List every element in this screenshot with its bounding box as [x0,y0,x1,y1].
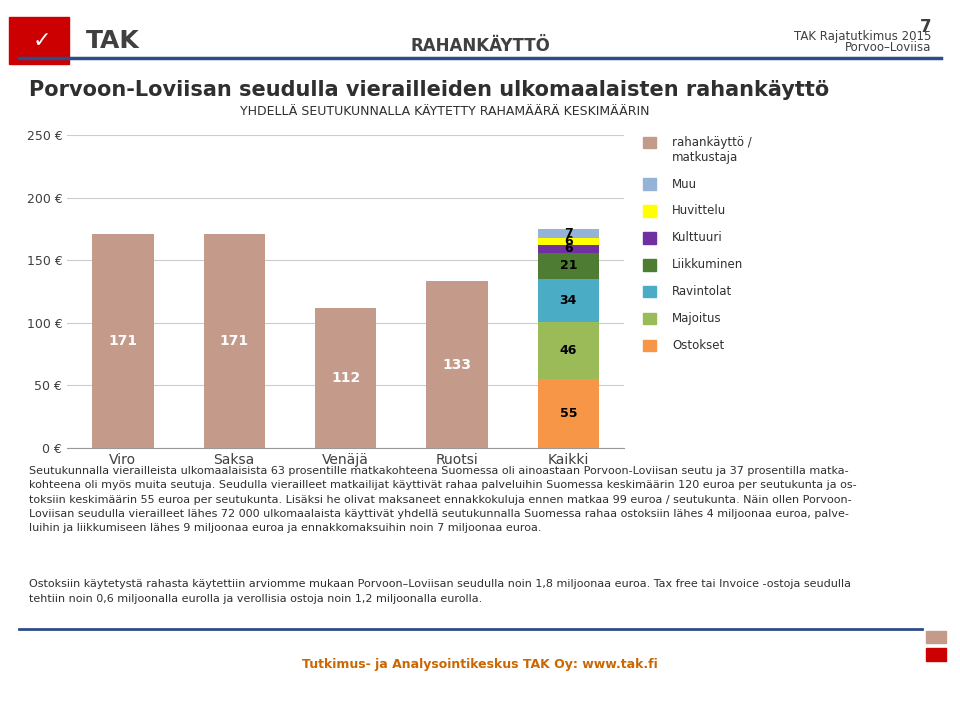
Text: 55: 55 [560,407,577,420]
Text: 6: 6 [564,242,572,255]
Text: 7: 7 [920,18,931,36]
Text: 171: 171 [108,334,137,348]
Text: 7: 7 [564,227,573,240]
Text: 133: 133 [443,358,471,372]
Text: Porvoon-Loviisan seudulla vierailleiden ulkomaalaisten rahankäyttö: Porvoon-Loviisan seudulla vierailleiden … [29,80,829,100]
Text: 6: 6 [564,235,572,248]
Text: Liikkuminen: Liikkuminen [672,258,744,271]
Bar [538,229,599,237]
Bar [538,321,599,379]
Text: rahankäyttö /: rahankäyttö / [672,136,752,149]
Text: 112: 112 [331,371,360,385]
Text: 34: 34 [560,294,577,306]
Text: Seutukunnalla vierailleista ulkomaalaisista 63 prosentille matkakohteena Suomess: Seutukunnalla vierailleista ulkomaalaisi… [29,466,856,533]
Text: Ostokset: Ostokset [672,338,725,352]
Bar [642,205,656,217]
Text: Majoitus: Majoitus [672,312,722,325]
Text: Ostoksiin käytetystä rahasta käytettiin arviomme mukaan Porvoon–Loviisan seudull: Ostoksiin käytetystä rahasta käytettiin … [29,579,851,604]
Bar [642,286,656,297]
Bar [538,252,599,279]
Text: Huvittelu: Huvittelu [672,204,727,218]
Text: Ravintolat: Ravintolat [672,285,732,298]
Bar [538,279,599,321]
Text: Muu: Muu [672,178,697,191]
Bar [315,308,376,448]
Bar [204,234,265,448]
Text: 21: 21 [560,260,577,272]
Text: Porvoo–Loviisa: Porvoo–Loviisa [845,41,931,53]
Bar [538,237,599,245]
Text: TAK: TAK [85,29,139,53]
Bar [538,245,599,252]
Text: Kulttuuri: Kulttuuri [672,231,723,245]
Bar [9,17,69,64]
Bar [642,259,656,271]
Text: ✓: ✓ [32,31,51,51]
Text: RAHANKÄYTTÖ: RAHANKÄYTTÖ [410,37,550,55]
Bar [642,313,656,324]
Bar [538,379,599,448]
Bar [642,178,656,190]
Bar [642,340,656,351]
Text: 171: 171 [220,334,249,348]
Text: TAK Rajatutkimus 2015: TAK Rajatutkimus 2015 [794,30,931,43]
Bar [92,234,154,448]
Text: 46: 46 [560,344,577,357]
Bar [426,282,488,448]
Bar [642,137,656,149]
Bar [642,232,656,244]
Text: Tutkimus- ja Analysointikeskus TAK Oy: www.tak.fi: Tutkimus- ja Analysointikeskus TAK Oy: w… [302,658,658,671]
Text: matkustaja: matkustaja [672,151,738,164]
Text: YHDELLÄ SEUTUKUNNALLA KÄYTETTY RAHAMÄÄRÄ KESKIMÄÄRIN: YHDELLÄ SEUTUKUNNALLA KÄYTETTY RAHAMÄÄRÄ… [240,105,650,118]
